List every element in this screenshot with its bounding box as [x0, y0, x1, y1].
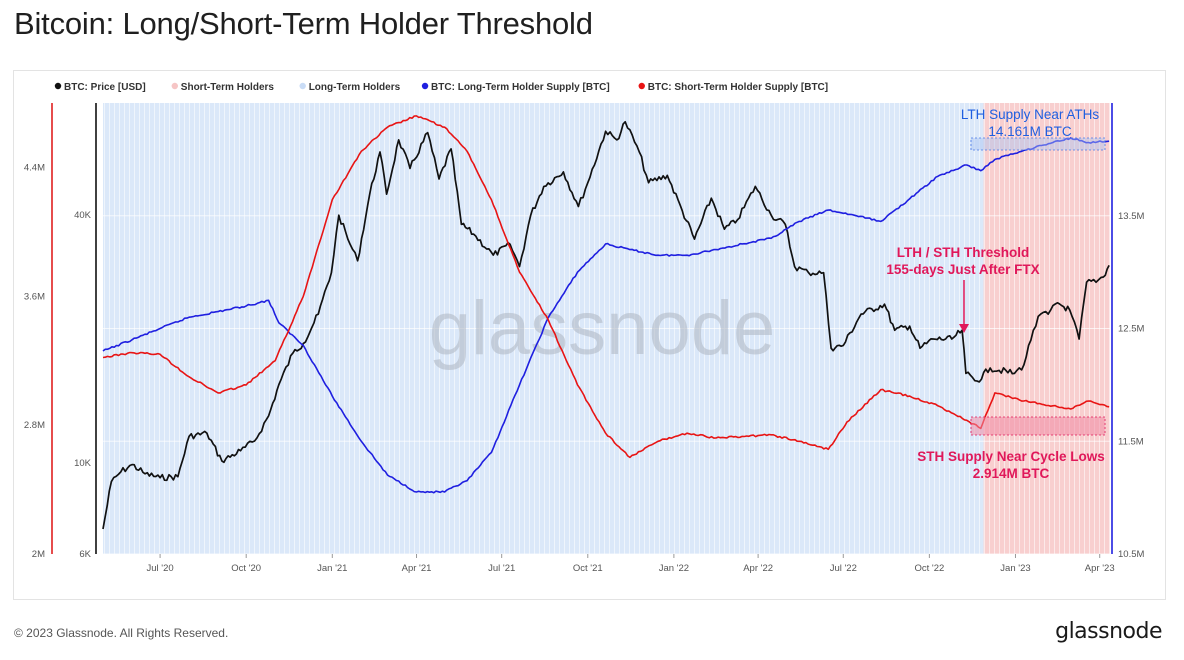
price-axis-tick: 40K	[74, 210, 92, 221]
sth-axis-tick: 2.8M	[24, 420, 45, 431]
sth-annotation-line1: STH Supply Near Cycle Lows	[917, 449, 1105, 464]
lth-axis-tick: 12.5M	[1118, 324, 1144, 335]
x-axis-tick: Apr '22	[743, 563, 773, 574]
legend-item-4[interactable]: BTC: Short-Term Holder Supply [BTC]	[638, 82, 829, 93]
legend-label: BTC: Long-Term Holder Supply [BTC]	[431, 82, 610, 93]
legend-item-3[interactable]: BTC: Long-Term Holder Supply [BTC]	[421, 82, 610, 93]
threshold-annotation-line1: LTH / STH Threshold	[897, 245, 1030, 260]
sth-axis-tick: 4.4M	[24, 162, 45, 173]
legend-label: BTC: Short-Term Holder Supply [BTC]	[648, 82, 828, 93]
price-axis-tick: 10K	[74, 458, 92, 469]
threshold-annotation-line2: 155-days Just After FTX	[886, 262, 1039, 277]
x-axis-tick: Jan '23	[1000, 563, 1030, 574]
brand-logo: glassnode	[1055, 619, 1162, 644]
legend-swatch	[54, 82, 62, 90]
x-axis-tick: Oct '22	[914, 563, 944, 574]
price-axis-tick: 6K	[79, 549, 91, 560]
legend-swatch	[299, 82, 306, 90]
sth-highlight-box	[970, 416, 1106, 436]
annotations: LTH Supply Near ATHs 14.161M BTC LTH / S…	[886, 107, 1106, 481]
sth-annotation-line2: 2.914M BTC	[973, 466, 1050, 481]
legend-label: Long-Term Holders	[309, 82, 401, 93]
x-axis-tick: Jan '22	[659, 563, 689, 574]
lth-annotation-line2: 14.161M BTC	[988, 124, 1072, 139]
legend-item-1[interactable]: Short-Term Holders	[171, 82, 275, 93]
chart-svg: BTC: Price [USD] Short-Term Holders Long-T…	[24, 82, 1145, 574]
watermark: glassnode	[429, 286, 776, 371]
axes: 2M 2.8M 3.6M 4.4M 6K 10K 40K 10.5M 11.5M 12.5M 13.…	[24, 103, 1144, 574]
x-axis-tick: Jul '21	[488, 563, 515, 574]
lth-axis-tick: 13.5M	[1118, 211, 1144, 222]
x-axis-tick: Oct '21	[573, 563, 603, 574]
legend-item-2[interactable]: Long-Term Holders	[299, 82, 401, 93]
sth-axis-tick: 3.6M	[24, 291, 45, 302]
sth-axis-tick: 2M	[32, 549, 45, 560]
page-title: Bitcoin: Long/Short-Term Holder Threshol…	[14, 6, 593, 41]
legend-label: Short-Term Holders	[181, 82, 275, 93]
x-axis-tick: Jan '21	[317, 563, 347, 574]
series-sth-supply-line	[102, 115, 1110, 459]
legend-swatch	[171, 82, 178, 90]
legend-swatch	[638, 82, 645, 90]
x-axis-tick: Jul '20	[147, 563, 174, 574]
legend: BTC: Price [USD] Short-Term Holders Long-T…	[54, 82, 829, 93]
x-axis-tick: Apr '23	[1085, 563, 1115, 574]
legend-item-0[interactable]: BTC: Price [USD]	[54, 82, 146, 93]
chart-panel: BTC: Price [USD] Short-Term Holders Long-T…	[13, 70, 1166, 600]
lth-annotation-line1: LTH Supply Near ATHs	[961, 107, 1100, 122]
lth-axis-tick: 11.5M	[1118, 436, 1144, 447]
series-lines	[102, 115, 1110, 530]
x-axis-tick: Jul '22	[830, 563, 857, 574]
x-axis-tick: Apr '21	[402, 563, 432, 574]
series-lth-supply-line	[102, 137, 1110, 494]
grid-lines	[103, 215, 1110, 555]
lth-axis-tick: 10.5M	[1118, 549, 1144, 560]
lth-highlight-box	[970, 137, 1106, 151]
x-axis-tick: Oct '20	[231, 563, 261, 574]
series-price-line	[102, 120, 1110, 530]
legend-label: BTC: Price [USD]	[64, 82, 146, 93]
threshold-arrow-head	[959, 324, 969, 333]
legend-swatch	[421, 82, 429, 90]
copyright-text: © 2023 Glassnode. All Rights Reserved.	[14, 626, 229, 640]
